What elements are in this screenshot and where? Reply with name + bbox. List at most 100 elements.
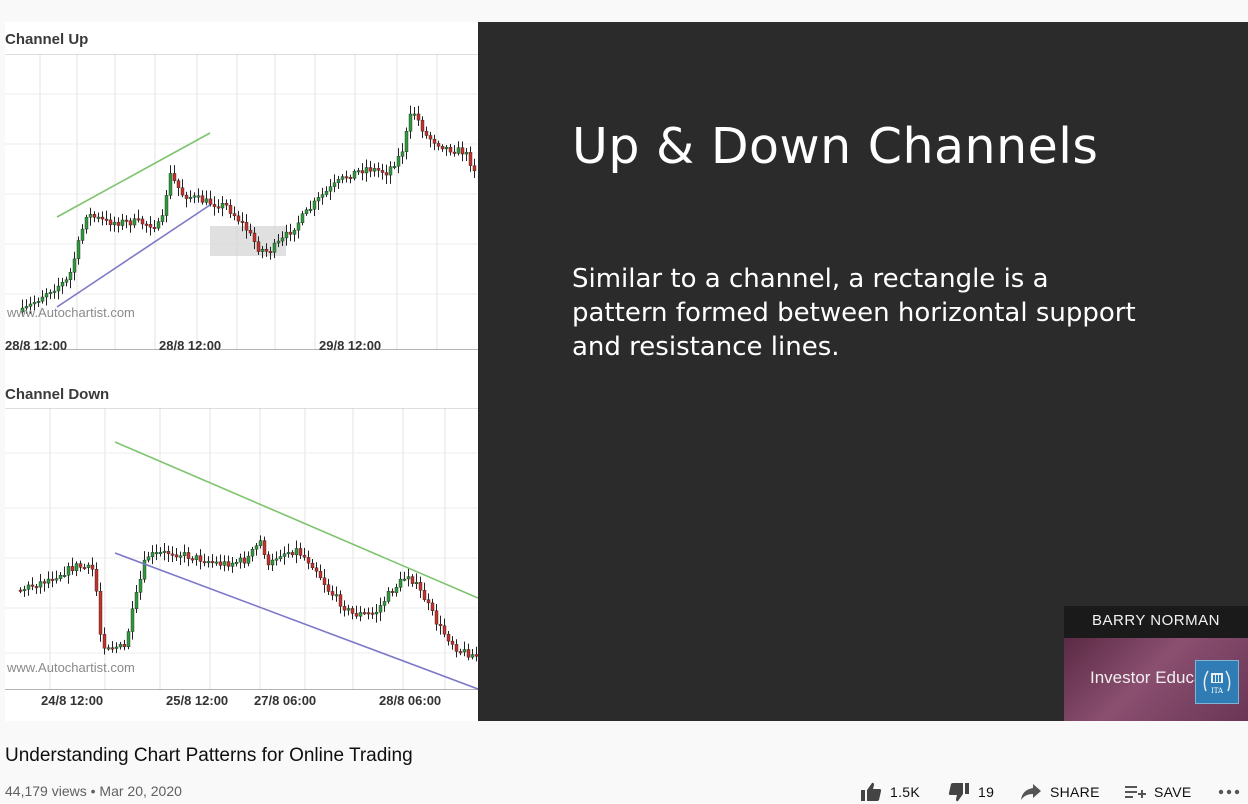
candle-body (86, 564, 91, 568)
candle-body (104, 218, 109, 221)
candle-body (184, 194, 189, 199)
candle-body (324, 190, 329, 195)
candle-body (390, 590, 395, 593)
candle-body (458, 651, 463, 654)
academy-logo: ITA (1195, 660, 1239, 704)
candle-body (334, 594, 339, 597)
candle-body (84, 217, 89, 230)
resistance-line (56, 132, 211, 218)
dislike-button[interactable]: 19 (948, 782, 994, 802)
share-icon (1021, 784, 1041, 800)
candle-body (284, 231, 289, 239)
candle-body (170, 553, 175, 556)
candle-body (430, 602, 435, 611)
candle-body (300, 213, 305, 224)
candle-body (250, 549, 255, 557)
candle-body (266, 554, 271, 566)
candle-body (206, 561, 211, 564)
candle-body (310, 562, 315, 569)
dislike-count: 19 (978, 784, 995, 800)
channel-up-watermark: www.Autochartist.com (7, 305, 135, 320)
candle-body (36, 301, 41, 303)
presenter-name: BARRY NORMAN (1092, 612, 1220, 629)
candle-body (140, 218, 145, 225)
like-button[interactable]: 1.5K (860, 782, 920, 802)
presenter-banner: Investor Educat ITA (1064, 638, 1248, 721)
candle-body (242, 557, 247, 564)
candle-body (308, 209, 313, 211)
candle-body (442, 625, 447, 635)
candle-body (26, 584, 31, 590)
candle-body (118, 644, 123, 648)
candle-body (268, 251, 273, 254)
candle-body (96, 216, 101, 219)
candle-body (348, 176, 353, 179)
video-player[interactable]: Channel Up www.Autochartist.com 28/8 12:… (5, 22, 1248, 721)
candle-body (132, 218, 137, 226)
candle-body (368, 167, 373, 172)
candle-body (246, 555, 251, 564)
thumbs-down-icon (948, 783, 969, 802)
candle-body (58, 575, 63, 579)
candle-body (472, 165, 477, 172)
candle-body (288, 231, 293, 235)
candle-body (454, 644, 459, 652)
candle-body (362, 612, 367, 615)
candle-body (106, 647, 111, 650)
save-button[interactable]: SAVE (1124, 782, 1192, 802)
candle-body (158, 552, 163, 555)
candle-body (412, 113, 417, 116)
candle-body (196, 195, 201, 198)
candle-body (330, 591, 335, 596)
channel-down-x-label: 25/8 12:00 (166, 693, 229, 708)
candle-body (76, 240, 81, 260)
candle-body (292, 229, 297, 235)
candle-body (198, 555, 203, 562)
candle-body (174, 554, 179, 558)
candle-body (474, 654, 478, 657)
candle-body (470, 654, 475, 658)
candle-body (182, 552, 187, 557)
logo-text: ITA (1211, 687, 1224, 695)
candle-body (468, 152, 473, 166)
candle-body (30, 584, 35, 587)
candle-body (408, 113, 413, 132)
candle-body (74, 563, 79, 572)
candle-body (326, 584, 331, 592)
candle-body (164, 195, 169, 216)
candle-body (400, 151, 405, 157)
candle-body (354, 613, 359, 617)
candle-body (460, 147, 465, 155)
candle-body (230, 562, 235, 567)
candle-body (434, 610, 439, 625)
channel-up-chart (5, 54, 478, 350)
candle-body (414, 582, 419, 585)
candle-body (204, 198, 209, 203)
publish-date: Mar 20, 2020 (99, 783, 182, 799)
candle-body (202, 561, 207, 564)
video-meta: 44,179 views • Mar 20, 2020 (5, 783, 182, 799)
candle-body (382, 601, 387, 606)
candle-body (114, 646, 119, 649)
candle-body (448, 146, 453, 153)
candle-body (228, 204, 233, 214)
share-button[interactable]: SHARE (1020, 782, 1100, 802)
candle-body (338, 594, 343, 607)
candle-body (438, 623, 443, 626)
candle-body (370, 612, 375, 615)
candle-body (62, 574, 67, 577)
more-actions-button[interactable] (1218, 788, 1240, 796)
candle-body (156, 221, 161, 229)
candle-body (214, 561, 219, 564)
candle-body (358, 612, 363, 617)
candle-body (130, 608, 135, 632)
candle-body (208, 198, 213, 205)
candle-body (50, 578, 55, 581)
playlist-add-icon (1125, 786, 1146, 798)
candle-body (92, 214, 97, 218)
candle-body (256, 241, 261, 252)
candle-body (52, 290, 57, 293)
candle-body (138, 579, 143, 593)
candle-body (380, 170, 385, 173)
candle-body (142, 559, 147, 580)
